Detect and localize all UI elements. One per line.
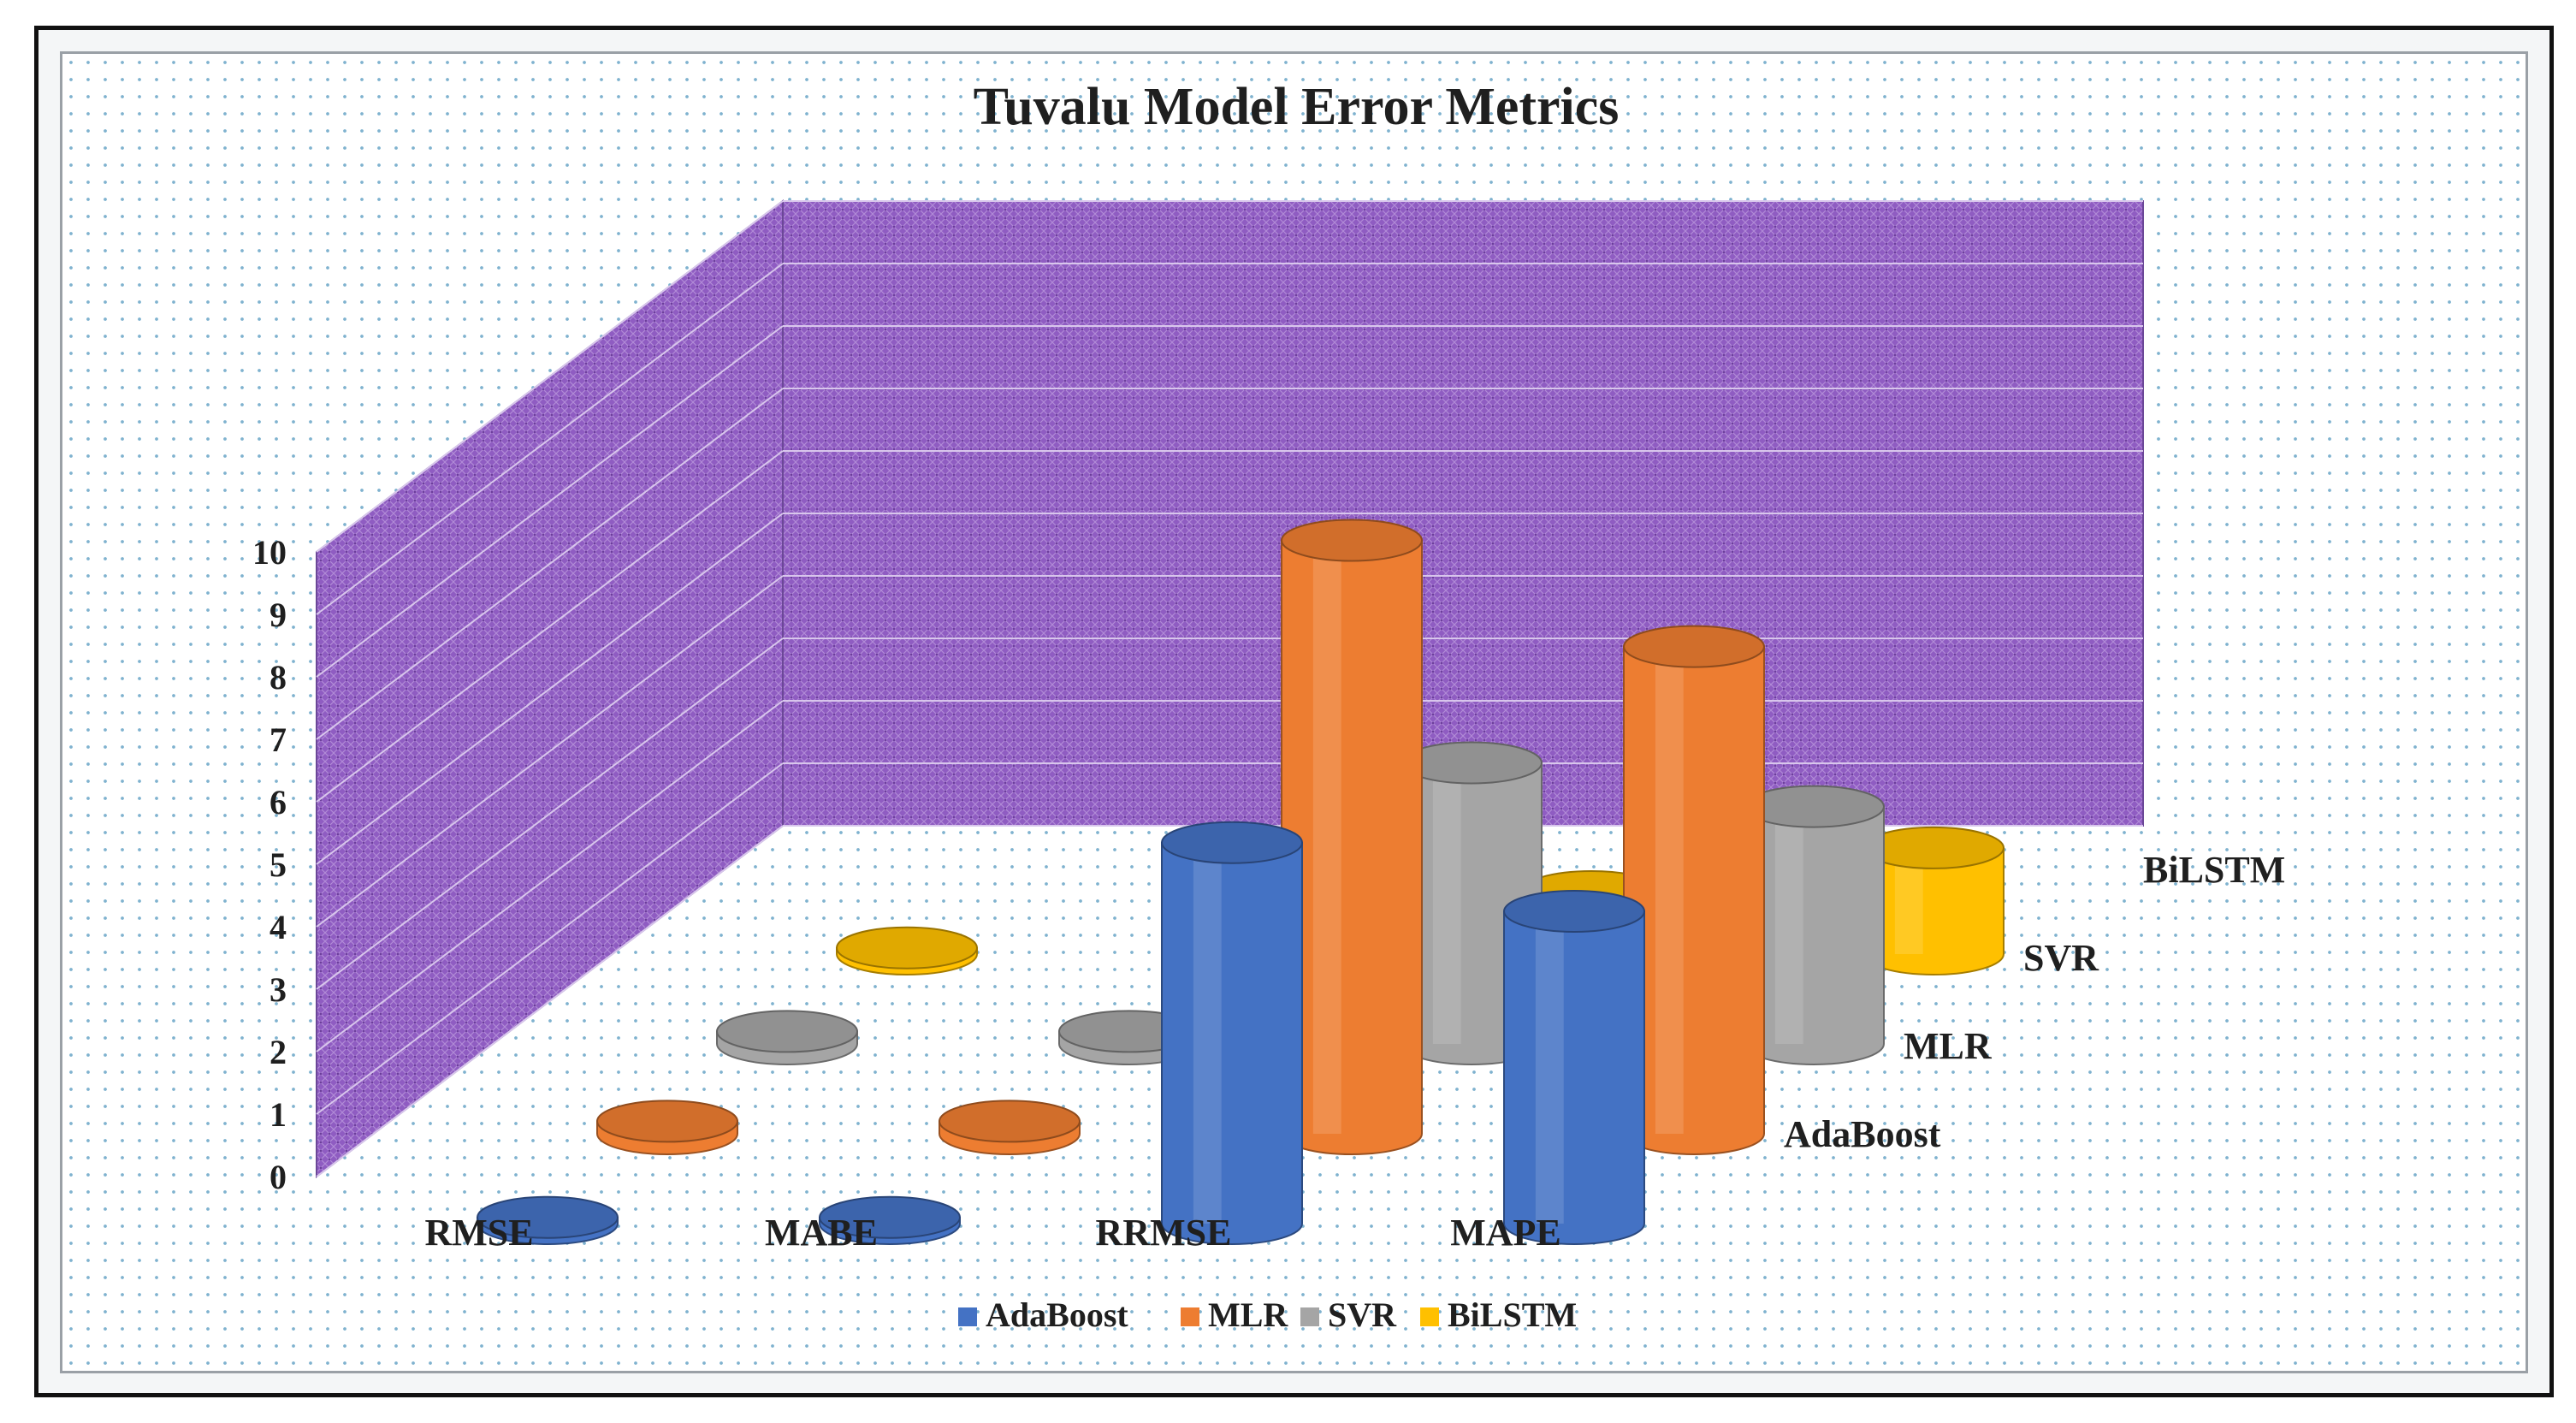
gridline-side xyxy=(316,513,784,865)
bar-mlr-mape xyxy=(1623,625,1765,1155)
bar-mlr-rmse xyxy=(596,1100,738,1155)
bar-adaboost-mabe xyxy=(819,1195,961,1245)
bar-mlr-mabe xyxy=(939,1100,1081,1155)
chart-title: Tuvalu Model Error Metrics xyxy=(974,78,1620,136)
depth-series-label: SVR xyxy=(2023,937,2099,979)
chart-bars xyxy=(477,519,2005,1245)
bar-top xyxy=(836,926,978,969)
x-category-label: MAPE xyxy=(1450,1212,1561,1254)
y-tick-label: 5 xyxy=(269,845,287,884)
legend-swatch-adaboost xyxy=(958,1307,977,1326)
bar-bilstm-mape xyxy=(1862,826,2005,975)
bar-top xyxy=(596,1100,738,1143)
y-tick-label: 7 xyxy=(269,720,287,759)
bar-svr-mape xyxy=(1743,785,1885,1065)
x-category-label: RRMSE xyxy=(1096,1212,1232,1254)
legend-label: MLR xyxy=(1208,1296,1288,1334)
gridline-side xyxy=(316,263,784,615)
x-category-label: MABE xyxy=(765,1212,878,1254)
depth-series-label: AdaBoost xyxy=(1784,1113,1941,1155)
gridline-side xyxy=(316,637,784,990)
bar-top xyxy=(716,1010,858,1053)
y-tick-label: 3 xyxy=(269,970,287,1009)
gridline-side xyxy=(316,450,784,803)
bar-body xyxy=(1503,910,1645,1245)
x-category-label: RMSE xyxy=(424,1212,533,1254)
bar-top xyxy=(1503,890,1645,933)
gridline-side xyxy=(316,575,784,928)
bar-body xyxy=(1161,841,1303,1245)
bar-top xyxy=(1281,519,1423,562)
y-tick-label: 8 xyxy=(269,658,287,697)
bar-highlight xyxy=(1535,911,1564,1224)
x-axis-category-labels: RMSE MABE RRMSE MAPE xyxy=(424,1212,1560,1254)
bar-adaboost-rmse xyxy=(477,1195,619,1245)
legend-swatch-svr xyxy=(1300,1307,1319,1326)
legend-swatch-mlr xyxy=(1181,1307,1199,1326)
legend: AdaBoost MLR SVR BiLSTM xyxy=(958,1296,1577,1334)
y-tick-label: 4 xyxy=(269,908,287,946)
bar-top xyxy=(1623,625,1765,668)
legend-swatch-bilstm xyxy=(1420,1307,1439,1326)
y-tick-label: 1 xyxy=(269,1095,287,1134)
bar-highlight xyxy=(1774,806,1803,1044)
gridline-side xyxy=(316,200,784,553)
y-tick-label: 0 xyxy=(269,1158,287,1196)
y-axis-ticks: 0 1 2 3 4 5 6 7 8 9 10 xyxy=(252,533,287,1196)
bar-mlr-rrmse xyxy=(1281,519,1423,1155)
legend-label: BiLSTM xyxy=(1448,1296,1577,1334)
depth-series-label: MLR xyxy=(1904,1025,1993,1067)
depth-axis-series-labels: AdaBoost MLR SVR BiLSTM xyxy=(1784,849,2285,1155)
bar-bilstm-rmse xyxy=(836,926,978,975)
gridline-side xyxy=(316,825,784,1177)
bar-adaboost-rrmse xyxy=(1161,821,1303,1245)
bar-top xyxy=(819,1195,961,1239)
chart-walls xyxy=(316,199,2144,1179)
gridline-side xyxy=(316,388,784,740)
depth-series-label: BiLSTM xyxy=(2143,849,2285,891)
legend-label: SVR xyxy=(1328,1296,1397,1334)
gridline-side xyxy=(316,762,784,1115)
gridline-side xyxy=(316,325,784,678)
y-tick-label: 6 xyxy=(269,783,287,821)
bar-highlight xyxy=(1193,842,1222,1224)
bar-top xyxy=(939,1100,1081,1143)
bar-top xyxy=(477,1195,619,1239)
bar-highlight xyxy=(1655,646,1684,1134)
legend-label: AdaBoost xyxy=(986,1296,1128,1334)
bar-highlight xyxy=(1432,762,1461,1044)
y-tick-label: 9 xyxy=(269,596,287,634)
y-tick-label: 10 xyxy=(252,533,287,572)
bar-highlight xyxy=(1312,540,1341,1134)
y-tick-label: 2 xyxy=(269,1033,287,1071)
bar-adaboost-mape xyxy=(1503,890,1645,1245)
gridline-side xyxy=(316,700,784,1052)
bar-top xyxy=(1161,821,1303,864)
bar-svr-rmse xyxy=(716,1010,858,1065)
